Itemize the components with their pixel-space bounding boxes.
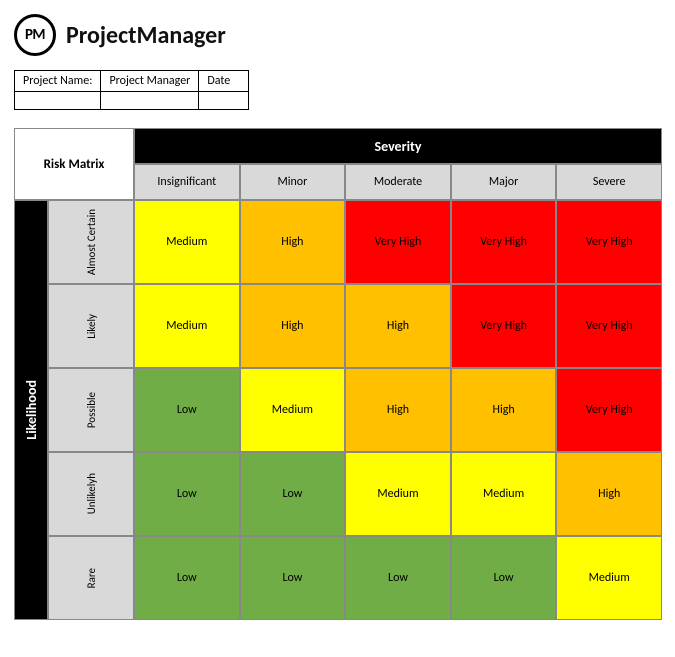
likelihood-row-unlikely: Unlikelyh (48, 452, 134, 536)
matrix-cell-1-0: Medium (134, 284, 240, 368)
matrix-cell-1-4: Very High (556, 284, 662, 368)
likelihood-row-rare: Rare (48, 536, 134, 620)
meta-value-date[interactable] (199, 92, 249, 110)
brand-name: ProjectManager (66, 21, 226, 50)
meta-value-project-manager[interactable] (101, 92, 199, 110)
risk-matrix: Risk Matrix Severity Insignificant Minor… (14, 128, 662, 620)
logo-icon: PM (14, 14, 56, 56)
likelihood-row-almost-certain: Almost Certain (48, 200, 134, 284)
matrix-cell-1-1: High (240, 284, 346, 368)
matrix-cell-2-1: Medium (240, 368, 346, 452)
matrix-cell-3-4: High (556, 452, 662, 536)
severity-col-moderate: Moderate (345, 164, 451, 200)
matrix-cell-4-0: Low (134, 536, 240, 620)
matrix-cell-3-0: Low (134, 452, 240, 536)
matrix-cell-2-4: Very High (556, 368, 662, 452)
likelihood-header: Likelihood (14, 200, 48, 620)
brand-header: PM ProjectManager (14, 14, 661, 56)
severity-col-major: Major (451, 164, 557, 200)
matrix-cell-3-1: Low (240, 452, 346, 536)
matrix-cell-0-4: Very High (556, 200, 662, 284)
matrix-cell-2-3: High (451, 368, 557, 452)
matrix-cell-4-4: Medium (556, 536, 662, 620)
likelihood-row-likely: Likely (48, 284, 134, 368)
severity-header: Severity (134, 128, 662, 164)
matrix-cell-4-2: Low (345, 536, 451, 620)
matrix-cell-1-3: Very High (451, 284, 557, 368)
likelihood-header-label: Likelihood (23, 380, 40, 440)
matrix-cell-1-2: High (345, 284, 451, 368)
severity-col-severe: Severe (556, 164, 662, 200)
matrix-cell-4-3: Low (451, 536, 557, 620)
meta-header-project-name: Project Name: (15, 71, 101, 92)
matrix-cell-0-3: Very High (451, 200, 557, 284)
matrix-cell-0-1: High (240, 200, 346, 284)
severity-col-minor: Minor (240, 164, 346, 200)
matrix-cell-0-0: Medium (134, 200, 240, 284)
matrix-cell-2-2: High (345, 368, 451, 452)
meta-header-date: Date (199, 71, 249, 92)
matrix-cell-0-2: Very High (345, 200, 451, 284)
severity-col-insignificant: Insignificant (134, 164, 240, 200)
likelihood-row-possible: Possible (48, 368, 134, 452)
logo-text: PM (25, 26, 45, 44)
matrix-cell-2-0: Low (134, 368, 240, 452)
meta-value-project-name[interactable] (15, 92, 101, 110)
matrix-cell-4-1: Low (240, 536, 346, 620)
project-meta-table: Project Name: Project Manager Date (14, 70, 249, 110)
matrix-cell-3-2: Medium (345, 452, 451, 536)
risk-matrix-title: Risk Matrix (14, 128, 134, 200)
matrix-cell-3-3: Medium (451, 452, 557, 536)
meta-header-project-manager: Project Manager (101, 71, 199, 92)
